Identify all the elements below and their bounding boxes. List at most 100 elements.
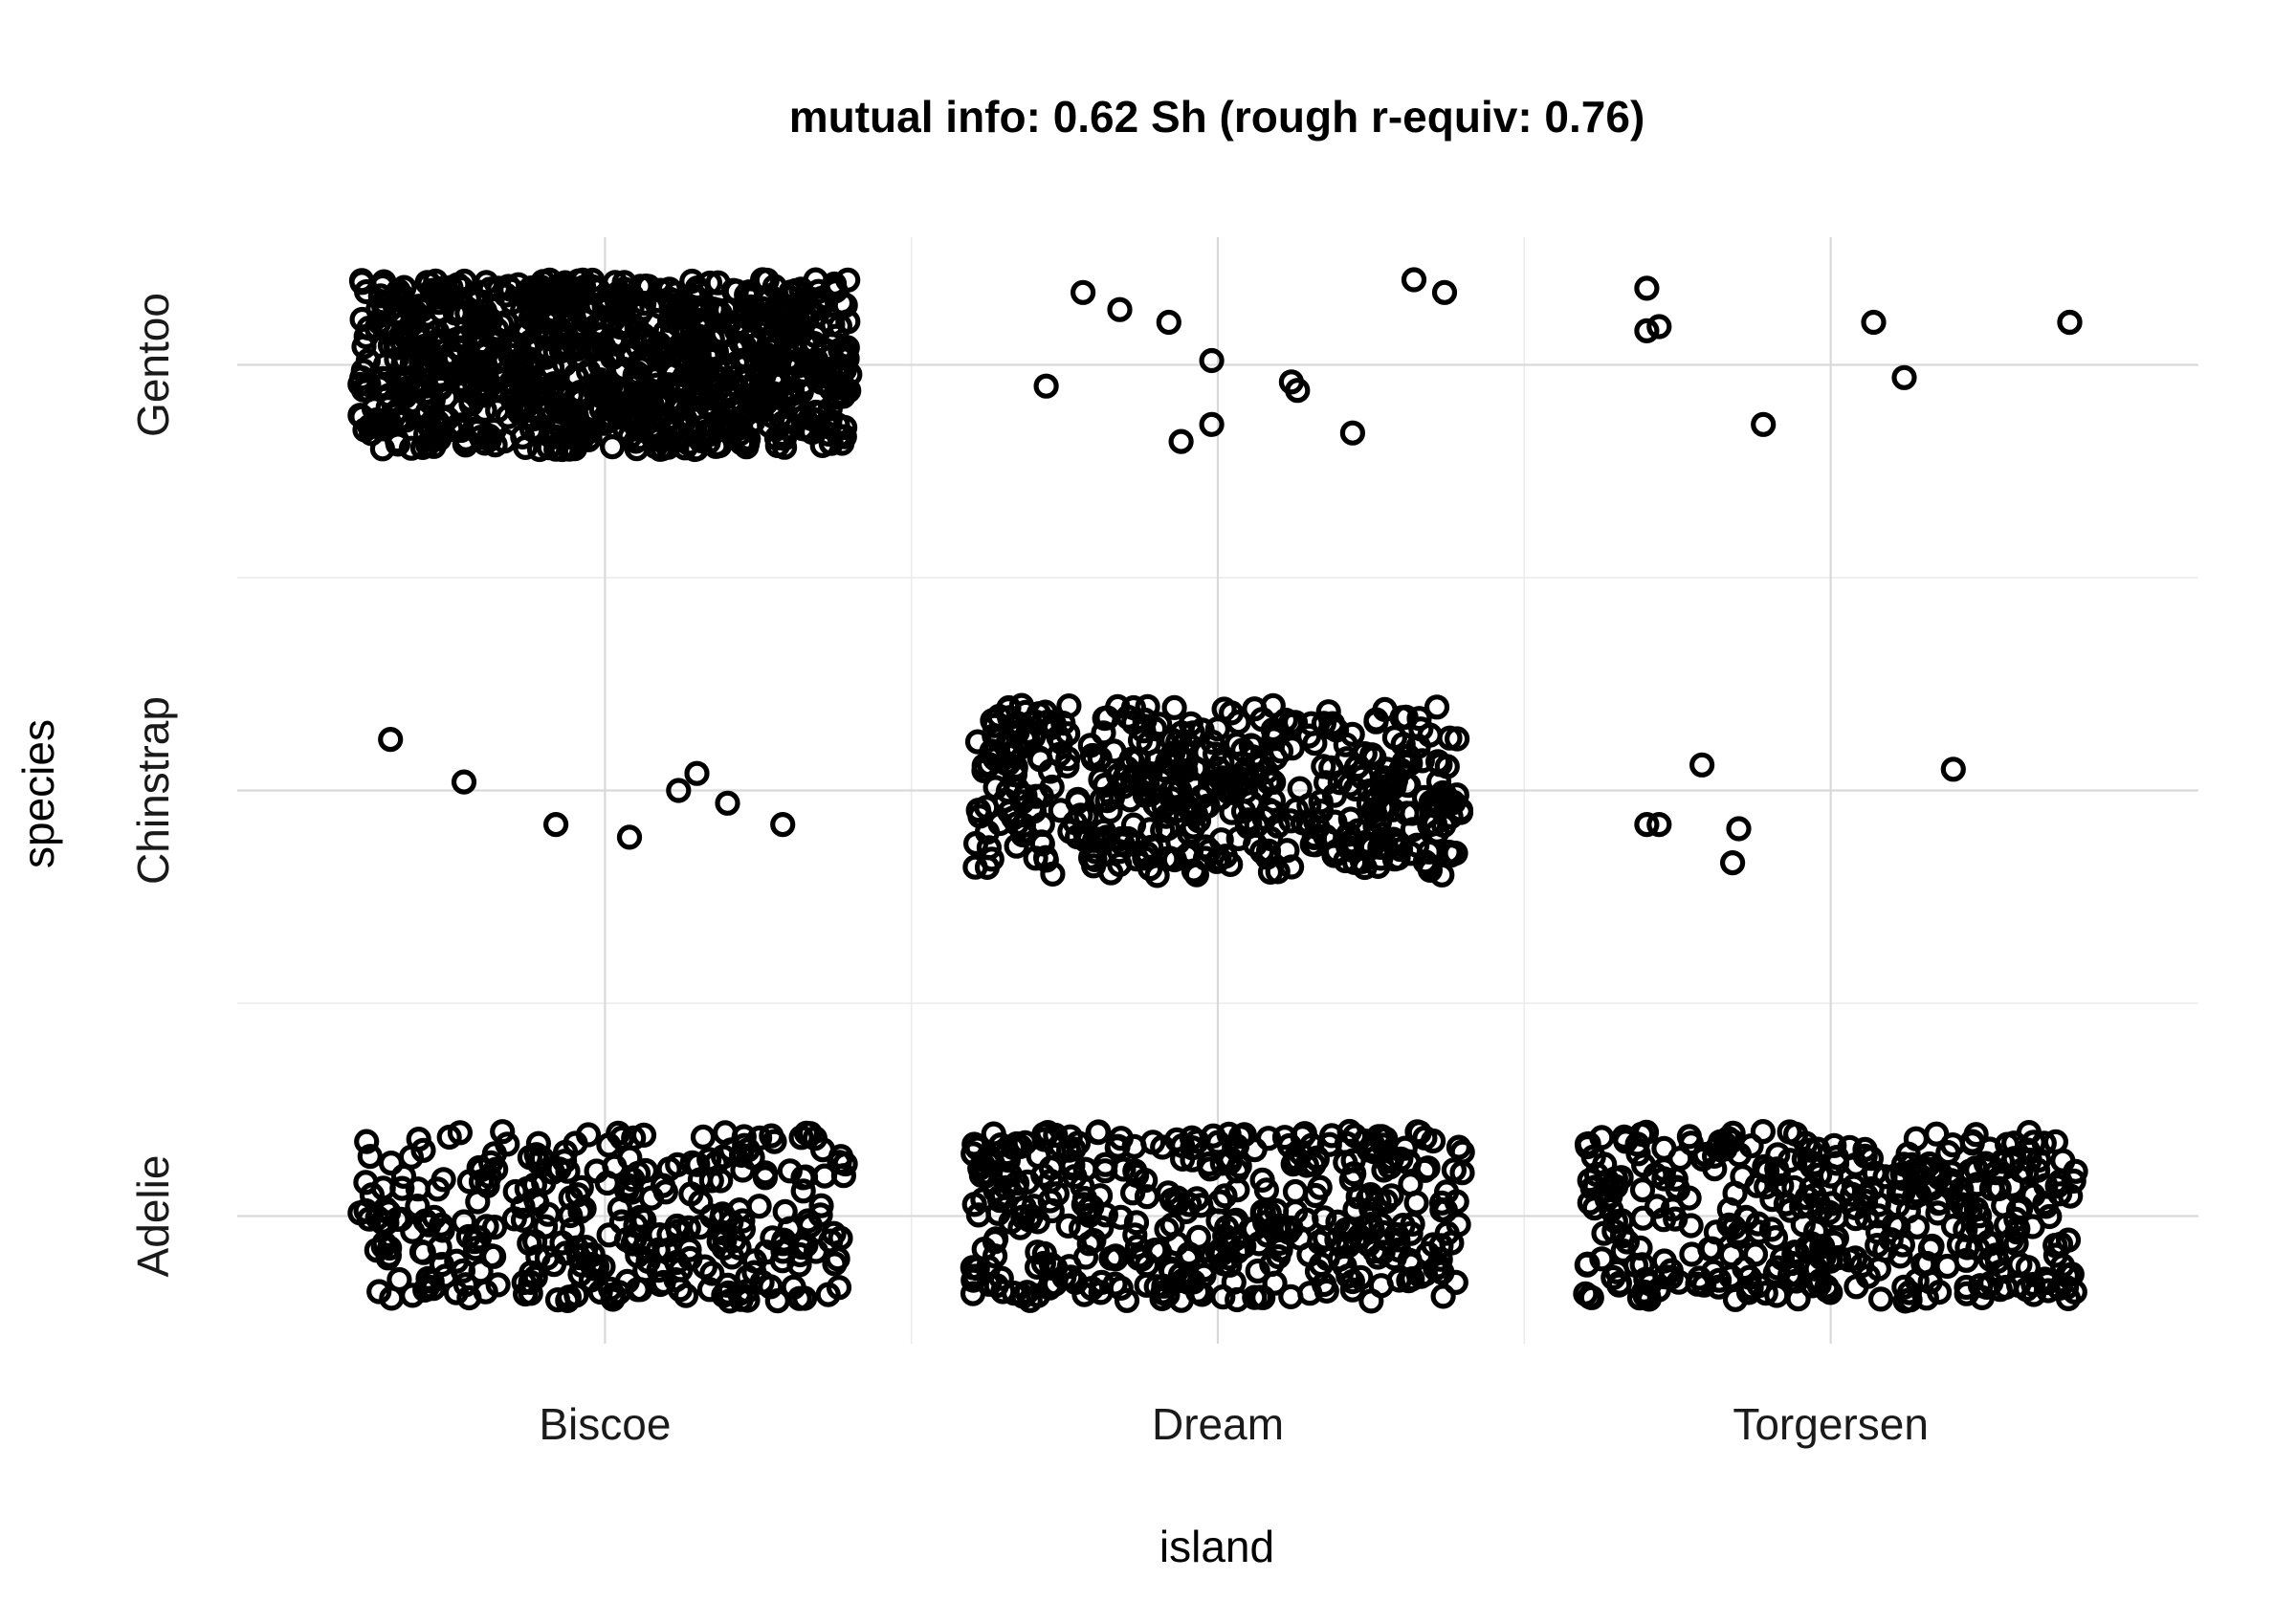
data-point — [646, 1257, 672, 1283]
data-point — [1598, 1183, 1623, 1209]
data-point — [470, 312, 496, 338]
data-point — [1278, 1283, 1304, 1310]
data-point — [542, 811, 569, 838]
data-point — [780, 318, 806, 344]
data-point — [490, 1119, 516, 1145]
data-point — [1628, 1121, 1655, 1148]
data-point — [1821, 1132, 1847, 1158]
data-point — [541, 298, 567, 324]
data-point — [1651, 1135, 1677, 1161]
data-point — [1627, 1235, 1653, 1261]
data-point — [1278, 1215, 1304, 1241]
data-point — [1400, 801, 1425, 826]
data-point — [1348, 1264, 1374, 1290]
data-point — [1169, 1146, 1196, 1173]
data-point — [369, 1209, 395, 1236]
data-point — [1072, 1244, 1099, 1270]
y-axis-title: species — [13, 719, 63, 868]
data-point — [1033, 373, 1059, 399]
chart-title: mutual info: 0.62 Sh (rough r-equiv: 0.7… — [789, 92, 1645, 142]
data-point — [428, 284, 453, 310]
data-point — [452, 431, 477, 457]
data-point — [1318, 755, 1344, 781]
data-point — [587, 321, 613, 347]
data-point — [805, 292, 830, 318]
data-point — [835, 267, 861, 293]
data-point — [687, 1167, 714, 1193]
data-point — [1168, 428, 1194, 454]
data-point — [712, 1120, 739, 1146]
data-point — [1280, 1151, 1306, 1177]
data-point — [1866, 1203, 1891, 1229]
data-point — [1420, 1232, 1446, 1258]
data-point — [405, 1193, 430, 1219]
data-point — [770, 811, 796, 838]
data-point — [599, 434, 626, 460]
data-point — [1142, 1237, 1168, 1263]
data-point — [1161, 846, 1187, 873]
data-point — [399, 350, 425, 376]
data-point — [1089, 787, 1115, 813]
data-point — [752, 1160, 779, 1186]
data-point — [789, 1234, 815, 1261]
data-point — [1423, 1256, 1448, 1282]
data-point — [1969, 1284, 1995, 1311]
data-point — [1425, 769, 1452, 795]
data-point — [1427, 752, 1453, 778]
data-point — [1417, 722, 1443, 748]
data-point — [1336, 834, 1361, 860]
data-point — [705, 270, 731, 296]
data-point — [1036, 1275, 1063, 1301]
data-point — [1573, 1281, 1599, 1306]
data-point — [976, 835, 1003, 861]
data-point — [1224, 1158, 1250, 1184]
data-point — [519, 416, 545, 443]
data-point — [621, 1125, 647, 1151]
data-point — [1050, 710, 1076, 736]
data-point — [1732, 1256, 1757, 1282]
data-point — [2047, 1169, 2073, 1195]
data-point — [580, 1241, 606, 1267]
data-point — [1265, 859, 1291, 885]
data-point — [1949, 1176, 1975, 1202]
data-point — [575, 359, 602, 384]
data-point — [1392, 1135, 1418, 1161]
data-point — [1393, 704, 1419, 731]
x-tick-label: Torgersen — [1733, 1399, 1929, 1449]
data-point — [514, 1175, 540, 1202]
data-point — [1926, 1279, 1953, 1305]
data-point — [366, 1279, 392, 1305]
data-point — [356, 372, 382, 398]
data-point — [788, 1125, 814, 1151]
data-point — [1065, 786, 1091, 812]
data-point — [1924, 1121, 1950, 1147]
data-point — [555, 1158, 581, 1184]
data-point — [1891, 364, 1917, 390]
data-point — [1417, 857, 1444, 884]
data-point — [790, 1178, 816, 1204]
data-point — [455, 1223, 481, 1250]
data-point — [711, 1283, 737, 1308]
data-point — [674, 331, 700, 357]
data-point — [987, 1187, 1013, 1214]
data-point — [1365, 1244, 1391, 1270]
data-point — [606, 283, 632, 309]
data-point — [2020, 1182, 2046, 1208]
data-point — [993, 750, 1019, 777]
data-point — [1093, 1202, 1119, 1228]
data-point — [1441, 1157, 1468, 1183]
data-point — [777, 1216, 803, 1241]
data-point — [2054, 1262, 2080, 1288]
data-point — [1629, 1176, 1656, 1203]
data-point — [2055, 1227, 2082, 1253]
data-point — [1976, 1136, 2002, 1162]
data-point — [1104, 1134, 1130, 1161]
data-point — [707, 300, 734, 326]
data-point — [1701, 1143, 1728, 1170]
data-point — [588, 376, 614, 402]
data-point — [1263, 745, 1289, 771]
data-point — [1808, 1244, 1834, 1271]
data-point — [1890, 1166, 1916, 1192]
data-point — [1277, 710, 1304, 735]
data-point — [406, 1126, 431, 1152]
